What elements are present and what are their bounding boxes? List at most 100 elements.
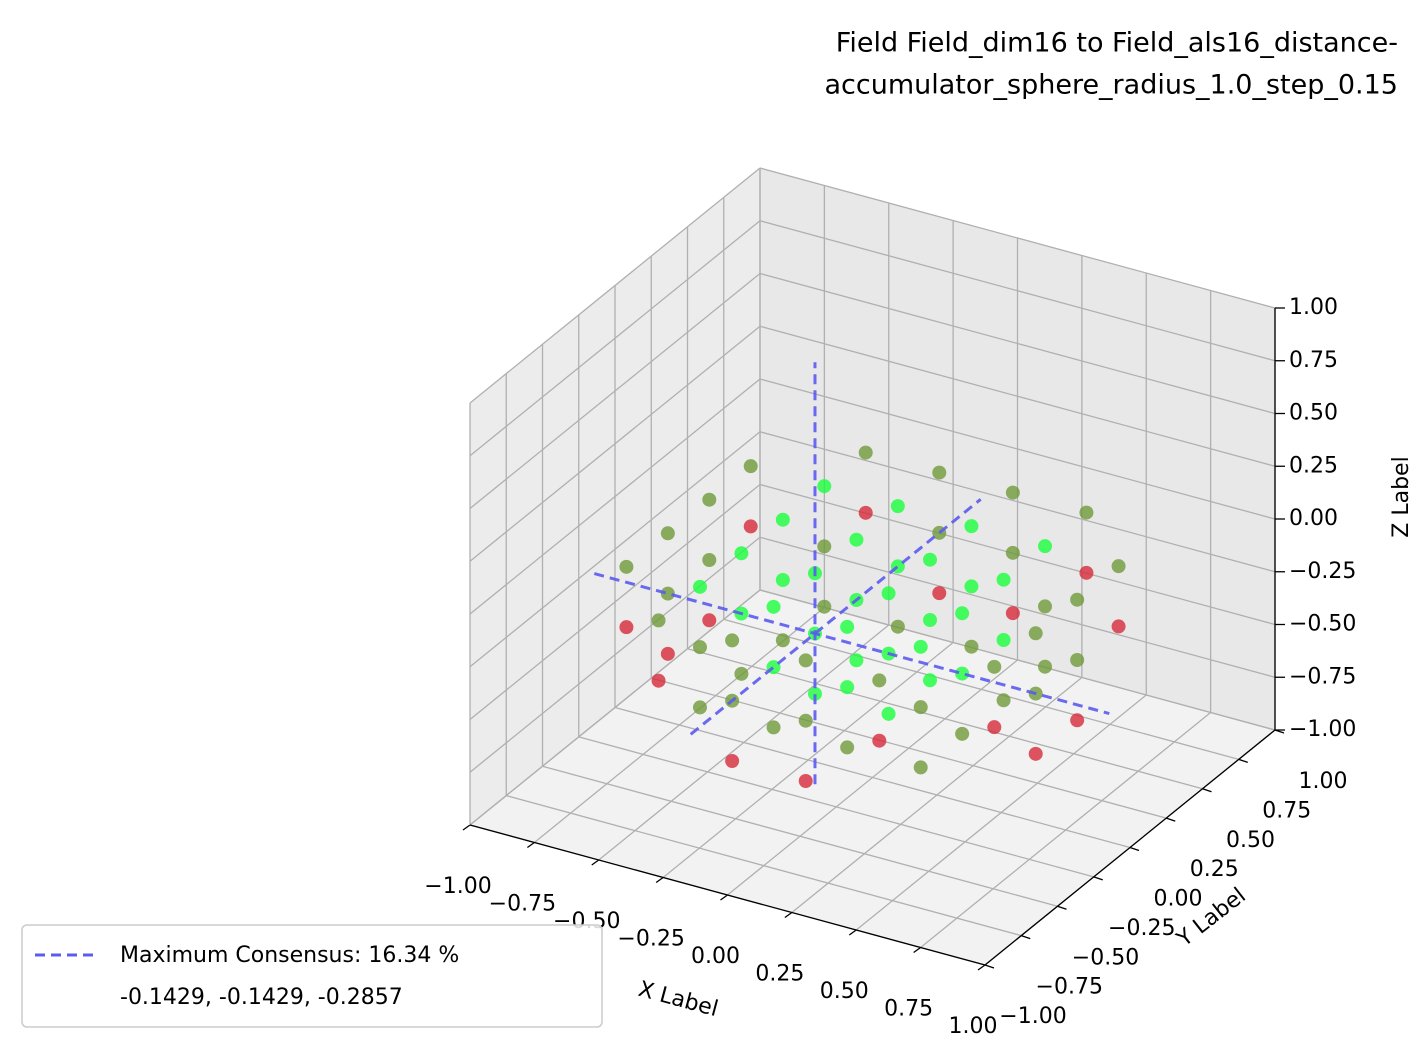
grid-line: [614, 706, 1131, 849]
chart-title: Field Field_dim16 to Field_als16_distanc…: [836, 28, 1398, 59]
point: [702, 552, 717, 567]
z-tick-label: −0.50: [1289, 612, 1356, 637]
point: [872, 733, 887, 748]
point: [849, 653, 864, 668]
grid-line: [759, 167, 1276, 309]
point: [923, 612, 938, 627]
y-tick-label: −0.25: [1108, 916, 1175, 941]
point: [964, 519, 979, 534]
point: [651, 613, 666, 628]
point: [798, 653, 813, 668]
point: [725, 633, 740, 648]
grid-line: [759, 220, 1276, 362]
z-tick-label: 1.00: [1289, 295, 1338, 320]
point: [913, 700, 928, 715]
grid-line: [759, 589, 1276, 731]
point: [987, 659, 1002, 674]
grid-line: [759, 325, 1276, 467]
point: [1070, 713, 1085, 728]
point: [1005, 485, 1020, 500]
chart-title: accumulator_sphere_radius_1.0_step_0.15: [825, 70, 1399, 101]
point: [651, 673, 666, 688]
point: [881, 706, 896, 721]
point: [932, 586, 947, 601]
y-tick-label: −1.00: [999, 1004, 1066, 1029]
point: [660, 526, 675, 541]
point: [890, 619, 905, 634]
point: [692, 579, 707, 594]
tick-mark: [655, 876, 664, 884]
x-tick-label: −1.00: [424, 874, 491, 899]
point: [996, 632, 1011, 647]
tick-mark: [1202, 788, 1212, 793]
point: [660, 646, 675, 661]
y-tick-label: −0.75: [1036, 975, 1103, 1000]
axis-line: [984, 729, 1276, 966]
tick-mark: [462, 824, 471, 831]
point: [996, 693, 1011, 708]
point: [923, 552, 938, 567]
point: [987, 720, 1002, 735]
grid-line: [759, 378, 1276, 520]
z-tick-label: −1.00: [1289, 717, 1356, 742]
point: [1111, 559, 1126, 574]
point: [913, 760, 928, 775]
point: [964, 639, 979, 654]
point: [932, 465, 947, 480]
point: [725, 753, 740, 768]
grid-line: [469, 272, 761, 510]
grid-line: [759, 536, 1276, 678]
grid-line: [542, 765, 1058, 907]
point: [1005, 606, 1020, 621]
point: [1070, 652, 1085, 667]
tick-mark: [784, 911, 793, 919]
point: [702, 492, 717, 507]
y-tick-label: −0.50: [1072, 945, 1139, 970]
z-tick-label: 0.25: [1289, 453, 1338, 478]
point: [807, 686, 822, 701]
z-tick-label: −0.75: [1289, 664, 1356, 689]
y-tick-label: 0.25: [1190, 857, 1239, 882]
point: [619, 620, 634, 635]
point: [1079, 565, 1094, 580]
point: [996, 572, 1011, 587]
point: [872, 673, 887, 688]
point: [1111, 619, 1126, 634]
grid-line: [469, 431, 761, 668]
tick-mark: [984, 964, 995, 969]
z-axis-label: Z Label: [1389, 456, 1414, 537]
point: [1038, 539, 1053, 554]
grid-line: [506, 794, 1022, 937]
point: [1028, 746, 1043, 761]
point: [1070, 592, 1085, 607]
legend-label: Maximum Consensus: 16.34 %: [120, 943, 459, 968]
y-tick-label: 0.50: [1226, 828, 1275, 853]
point: [881, 586, 896, 601]
consensus-line: [689, 498, 982, 736]
tick-mark: [977, 964, 986, 971]
point: [858, 505, 873, 520]
point: [775, 512, 790, 527]
point: [840, 680, 855, 695]
x-tick-label: 0.75: [884, 997, 933, 1022]
point: [955, 726, 970, 741]
tick-mark: [720, 894, 728, 901]
axis-line: [469, 824, 986, 966]
point: [692, 700, 707, 715]
point: [1005, 545, 1020, 560]
x-tick-label: 0.00: [691, 944, 740, 969]
point: [743, 519, 758, 534]
tick-mark: [526, 841, 535, 849]
point: [858, 445, 873, 460]
tick-mark: [1238, 758, 1248, 763]
point: [660, 586, 675, 601]
point: [619, 559, 634, 574]
point: [766, 720, 781, 735]
point: [1079, 505, 1094, 520]
x-tick-label: −0.75: [489, 892, 556, 917]
point: [734, 666, 749, 681]
point: [702, 613, 717, 628]
grid-line: [759, 272, 1276, 415]
point: [798, 773, 813, 788]
